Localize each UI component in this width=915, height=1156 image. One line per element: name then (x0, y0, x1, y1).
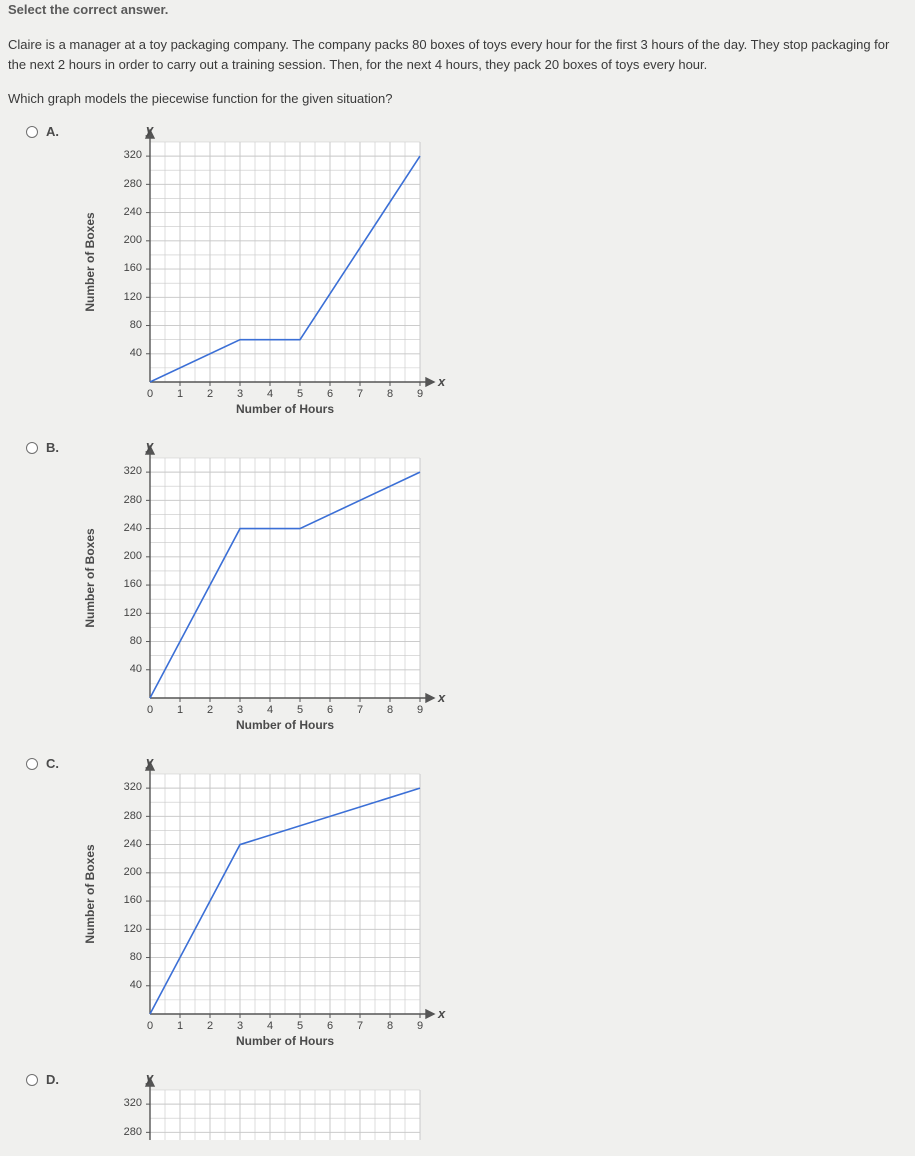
x-tick-label: 3 (237, 1020, 243, 1032)
x-tick-label: 1 (177, 704, 183, 716)
y-tick-label: 40 (112, 347, 142, 359)
x-tick-label: 0 (147, 388, 153, 400)
y-axis-title: Number of Boxes (83, 213, 97, 312)
chart-b: y x 40 80 120 160 200 240 280 320 0 1 2 3 4 5 6 7 8 9 Number… (70, 438, 450, 738)
y-tick-label: 40 (112, 979, 142, 991)
y-tick-label: 120 (112, 291, 142, 303)
y-tick-label: 280 (112, 810, 142, 822)
y-tick-label: 160 (112, 894, 142, 906)
x-tick-label: 6 (327, 388, 333, 400)
x-tick-label: 1 (177, 1020, 183, 1032)
x-tick-label: 8 (387, 388, 393, 400)
y-tick-label: 160 (112, 578, 142, 590)
option-a[interactable]: A. y x 40 80 120 160 200 240 280 320 0 1 2 3 4 5 6 7 8 9 Num… (26, 122, 915, 422)
question-text: Which graph models the piecewise functio… (8, 91, 915, 106)
x-tick-label: 2 (207, 1020, 213, 1032)
x-axis-title: Number of Hours (236, 1034, 334, 1056)
option-c[interactable]: C. y x 40 80 120 160 200 240 280 320 0 1 2 3 4 5 6 7 8 9 Num… (26, 754, 915, 1054)
y-tick-label: 200 (112, 866, 142, 878)
y-tick-label: 120 (112, 923, 142, 935)
x-tick-label: 8 (387, 1020, 393, 1032)
x-axis-letter: x (438, 374, 445, 389)
x-tick-label: 2 (207, 704, 213, 716)
y-axis-title: Number of Boxes (83, 845, 97, 944)
radio-d[interactable] (26, 1074, 38, 1086)
y-tick-label: 240 (112, 522, 142, 534)
x-tick-label: 9 (417, 1020, 423, 1032)
x-tick-label: 4 (267, 1020, 273, 1032)
x-tick-label: 7 (357, 1020, 363, 1032)
y-tick-label: 280 (112, 1126, 142, 1138)
y-tick-label: 200 (112, 550, 142, 562)
chart-c: y x 40 80 120 160 200 240 280 320 0 1 2 3 4 5 6 7 8 9 Number… (70, 754, 450, 1054)
y-axis-letter: y (146, 754, 153, 769)
y-axis-title: Number of Boxes (83, 529, 97, 628)
option-d[interactable]: D. y 320 280 (26, 1070, 915, 1140)
option-b-label: B. (46, 440, 70, 455)
x-axis-letter: x (438, 690, 445, 705)
chart-a: y x 40 80 120 160 200 240 280 320 0 1 2 3 4 5 6 7 8 9 Number… (70, 122, 450, 422)
y-tick-label: 240 (112, 206, 142, 218)
x-tick-label: 4 (267, 704, 273, 716)
y-tick-label: 320 (112, 149, 142, 161)
radio-c[interactable] (26, 758, 38, 770)
radio-a[interactable] (26, 126, 38, 138)
x-tick-label: 6 (327, 704, 333, 716)
y-tick-label: 240 (112, 838, 142, 850)
y-axis-letter: y (146, 438, 153, 453)
x-tick-label: 3 (237, 388, 243, 400)
x-tick-label: 8 (387, 704, 393, 716)
y-tick-label: 320 (112, 1097, 142, 1109)
option-a-label: A. (46, 124, 70, 139)
y-tick-label: 160 (112, 262, 142, 274)
x-tick-label: 1 (177, 388, 183, 400)
x-tick-label: 9 (417, 388, 423, 400)
y-tick-label: 80 (112, 951, 142, 963)
x-tick-label: 2 (207, 388, 213, 400)
x-tick-label: 7 (357, 704, 363, 716)
y-tick-label: 80 (112, 319, 142, 331)
y-tick-label: 40 (112, 663, 142, 675)
y-tick-label: 320 (112, 465, 142, 477)
instruction-text: Select the correct answer. (8, 0, 915, 17)
x-tick-label: 4 (267, 388, 273, 400)
chart-d: y 320 280 (70, 1070, 450, 1140)
option-c-label: C. (46, 756, 70, 771)
x-tick-label: 5 (297, 704, 303, 716)
x-tick-label: 3 (237, 704, 243, 716)
y-tick-label: 80 (112, 635, 142, 647)
radio-b[interactable] (26, 442, 38, 454)
x-tick-label: 9 (417, 704, 423, 716)
y-axis-letter: y (146, 122, 153, 137)
option-d-label: D. (46, 1072, 70, 1087)
x-axis-title: Number of Hours (236, 718, 334, 740)
problem-text: Claire is a manager at a toy packaging c… (8, 35, 908, 75)
y-tick-label: 280 (112, 494, 142, 506)
y-tick-label: 200 (112, 234, 142, 246)
y-tick-label: 120 (112, 607, 142, 619)
y-tick-label: 320 (112, 781, 142, 793)
x-tick-label: 5 (297, 388, 303, 400)
x-axis-title: Number of Hours (236, 402, 334, 424)
x-axis-letter: x (438, 1006, 445, 1021)
y-axis-letter: y (146, 1070, 153, 1085)
x-tick-label: 5 (297, 1020, 303, 1032)
x-tick-label: 6 (327, 1020, 333, 1032)
y-tick-label: 280 (112, 178, 142, 190)
x-tick-label: 0 (147, 1020, 153, 1032)
option-b[interactable]: B. y x 40 80 120 160 200 240 280 320 0 1 2 3 4 5 6 7 8 9 Num… (26, 438, 915, 738)
x-tick-label: 7 (357, 388, 363, 400)
x-tick-label: 0 (147, 704, 153, 716)
